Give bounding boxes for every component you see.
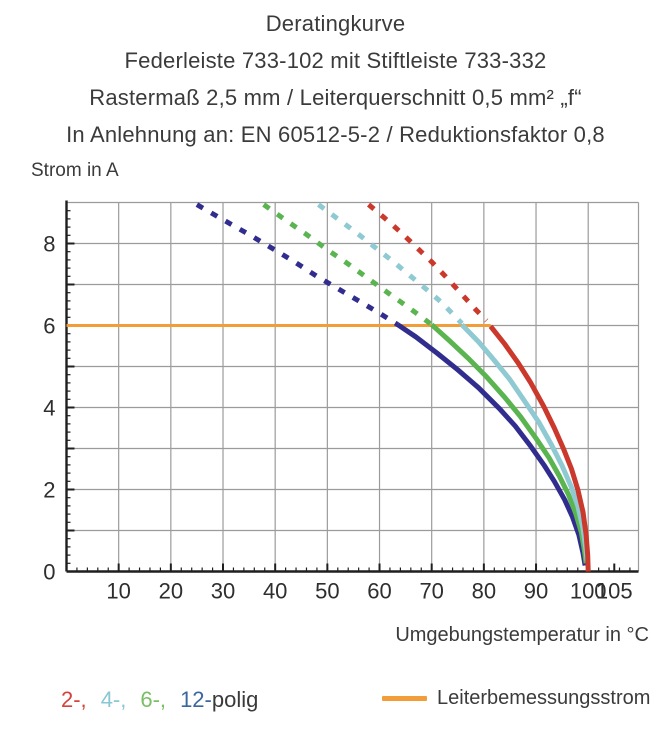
y-axis-label: Strom in A	[31, 160, 119, 181]
curve-dashed-12-polig	[195, 202, 400, 327]
curve-solid-4-polig	[460, 322, 590, 562]
title-line-4: In Anlehnung an: EN 60512-5-2 / Reduktio…	[66, 122, 605, 147]
curve-dashed-2-polig	[366, 202, 489, 323]
x-tick-label: 50	[315, 579, 339, 604]
x-tick-label: 10	[106, 579, 130, 604]
title-line-2: Federleiste 733-102 mit Stiftleiste 733-…	[124, 48, 547, 73]
curve-solid-6-polig	[430, 322, 589, 564]
x-axis-label: Umgebungstemperatur in °C	[395, 624, 649, 646]
curve-solid-2-polig	[488, 324, 591, 572]
y-tick-label: 4	[43, 396, 55, 421]
x-tick-label: 105	[596, 579, 633, 604]
curve-solid-12-polig	[396, 322, 588, 566]
legend-pole-item-12: 12-	[180, 687, 212, 712]
rated-current-line-swatch	[382, 696, 427, 701]
x-tick-label: 40	[263, 579, 287, 604]
y-tick-label: 8	[43, 232, 55, 257]
rated-current-legend: Leiterbemessungsstrom	[382, 687, 650, 710]
axes	[65, 200, 639, 573]
grid-lines	[66, 201, 640, 572]
x-tick-label: 30	[211, 579, 235, 604]
title-line-3: Rastermaß 2,5 mm / Leiterquerschnitt 0,5…	[89, 85, 582, 110]
y-tick-label: 6	[43, 314, 55, 339]
x-tick-label: 80	[472, 579, 496, 604]
x-tick-label: 60	[367, 579, 391, 604]
x-tick-label: 100	[570, 579, 607, 604]
legend-pole-item-4: 4-,	[100, 687, 127, 712]
legend-pole-item-2: 2-,	[61, 687, 87, 712]
rated-current-label: Leiterbemessungsstrom	[437, 687, 651, 709]
title-line-1: Deratingkurve	[265, 11, 406, 36]
x-tick-label: 90	[524, 579, 548, 604]
derating-curves	[195, 202, 591, 572]
x-tick-label: 20	[159, 579, 183, 604]
legend-pole-item-6: 6-,	[140, 687, 167, 712]
pole-legend: 2-, 4-, 6-, 12- polig	[61, 687, 258, 713]
y-tick-label: 0	[43, 560, 55, 585]
y-tick-label: 2	[43, 478, 55, 503]
x-tick-label: 70	[419, 579, 443, 604]
curve-dashed-4-polig	[317, 202, 464, 326]
curve-dashed-6-polig	[262, 202, 434, 327]
legend-pole-suffix: polig	[211, 687, 259, 712]
chart-header: Deratingkurve Federleiste 733-102 mit St…	[0, 5, 671, 153]
